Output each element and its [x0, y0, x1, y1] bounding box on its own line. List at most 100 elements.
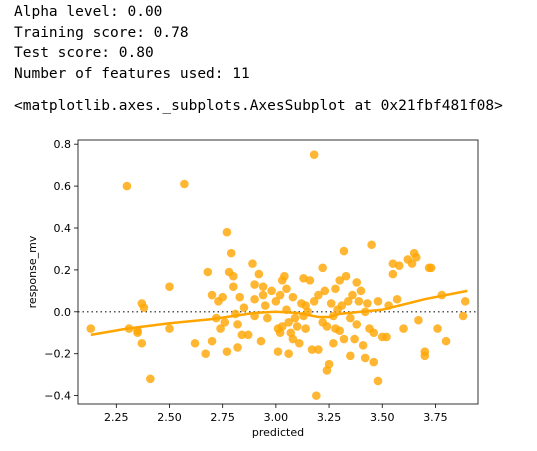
data-point — [239, 303, 249, 312]
y-tick-label: 0.2 — [54, 264, 72, 277]
data-point — [309, 297, 319, 306]
data-point — [441, 336, 451, 346]
data-point — [352, 278, 362, 287]
data-point — [399, 324, 408, 333]
data-point — [354, 297, 364, 306]
data-point — [271, 297, 281, 306]
data-point — [326, 299, 336, 308]
plot-frame — [77, 139, 479, 405]
data-point — [360, 353, 370, 363]
scatter-points — [86, 150, 470, 400]
data-point — [282, 284, 291, 294]
y-tick-label: 0.6 — [54, 180, 72, 193]
data-point — [237, 330, 247, 340]
data-point — [275, 290, 285, 300]
x-tick-label: 3.00 — [264, 411, 289, 424]
x-tick-label: 2.75 — [210, 411, 235, 424]
x-tick-label: 2.25 — [104, 411, 129, 424]
data-point — [233, 320, 242, 329]
data-point — [309, 150, 319, 159]
data-point — [420, 351, 430, 361]
data-point — [369, 328, 379, 338]
data-point — [190, 338, 200, 348]
data-point — [207, 336, 217, 346]
data-point — [137, 338, 147, 348]
data-point — [258, 282, 268, 291]
data-point — [346, 313, 355, 323]
data-point — [426, 263, 436, 273]
data-point — [373, 297, 383, 306]
y-tick-label: 0.0 — [54, 306, 72, 319]
notebook-output: Alpha level: 0.00 Training score: 0.78 T… — [14, 2, 250, 84]
y-tick-label: 0.4 — [54, 222, 72, 235]
data-point — [363, 299, 372, 308]
data-point — [392, 294, 402, 304]
data-point — [165, 282, 174, 291]
data-point — [460, 297, 470, 306]
data-point — [280, 271, 289, 281]
data-point — [331, 284, 340, 294]
data-point — [314, 290, 323, 300]
data-point — [382, 332, 391, 342]
test-score-text: Test score: 0.80 — [14, 45, 154, 61]
data-point — [277, 322, 287, 331]
data-point — [307, 345, 317, 354]
data-point — [350, 334, 359, 344]
data-point — [343, 297, 353, 306]
data-point — [322, 322, 332, 331]
data-point — [203, 267, 213, 277]
data-point — [218, 292, 227, 302]
data-point — [311, 391, 321, 400]
data-point — [305, 276, 315, 285]
data-point — [254, 269, 264, 279]
data-point — [292, 322, 302, 331]
data-point — [339, 334, 349, 344]
x-tick-label: 3.50 — [370, 411, 395, 424]
data-point — [341, 271, 351, 281]
data-point — [407, 259, 417, 268]
data-point — [314, 345, 323, 354]
data-point — [367, 240, 376, 250]
data-point — [250, 294, 259, 304]
data-point — [273, 347, 283, 356]
data-point — [356, 286, 366, 296]
data-point — [414, 315, 423, 325]
data-point — [433, 324, 442, 333]
y-tick-label: −0.2 — [44, 348, 71, 361]
data-point — [288, 292, 298, 302]
data-point — [352, 320, 362, 329]
data-point — [222, 227, 232, 237]
data-point — [220, 317, 230, 327]
data-point — [229, 282, 238, 291]
alpha-level-text: Alpha level: 0.00 — [14, 4, 163, 20]
data-point — [324, 359, 334, 369]
x-axis-label: predicted — [252, 426, 304, 439]
data-point — [288, 334, 298, 344]
data-point — [346, 351, 355, 361]
data-point — [284, 317, 293, 327]
x-tick-label: 3.25 — [317, 411, 342, 424]
data-point — [146, 374, 155, 384]
data-point — [411, 253, 421, 262]
data-point — [226, 248, 236, 258]
data-point — [373, 376, 383, 386]
data-point — [348, 290, 357, 300]
data-point — [290, 313, 300, 323]
data-point — [222, 347, 232, 356]
data-point — [243, 330, 253, 340]
y-tick-label: 0.8 — [54, 138, 72, 151]
axis-ticks: 2.25 2.50 2.75 3.00 3.25 3.50 3.75 −0.4 −0.2 0.0 0… — [44, 138, 447, 424]
data-point — [260, 301, 270, 310]
lowess-trend-line — [90, 289, 468, 337]
data-point — [339, 246, 349, 256]
data-point — [335, 326, 345, 335]
data-point — [335, 276, 345, 285]
data-point — [263, 313, 272, 323]
y-axis-label: response_mv — [26, 235, 39, 308]
data-point — [201, 349, 210, 359]
training-score-text: Training score: 0.78 — [14, 24, 189, 41]
data-point — [165, 324, 174, 333]
y-tick-label: −0.4 — [44, 390, 71, 403]
data-point — [250, 280, 259, 289]
